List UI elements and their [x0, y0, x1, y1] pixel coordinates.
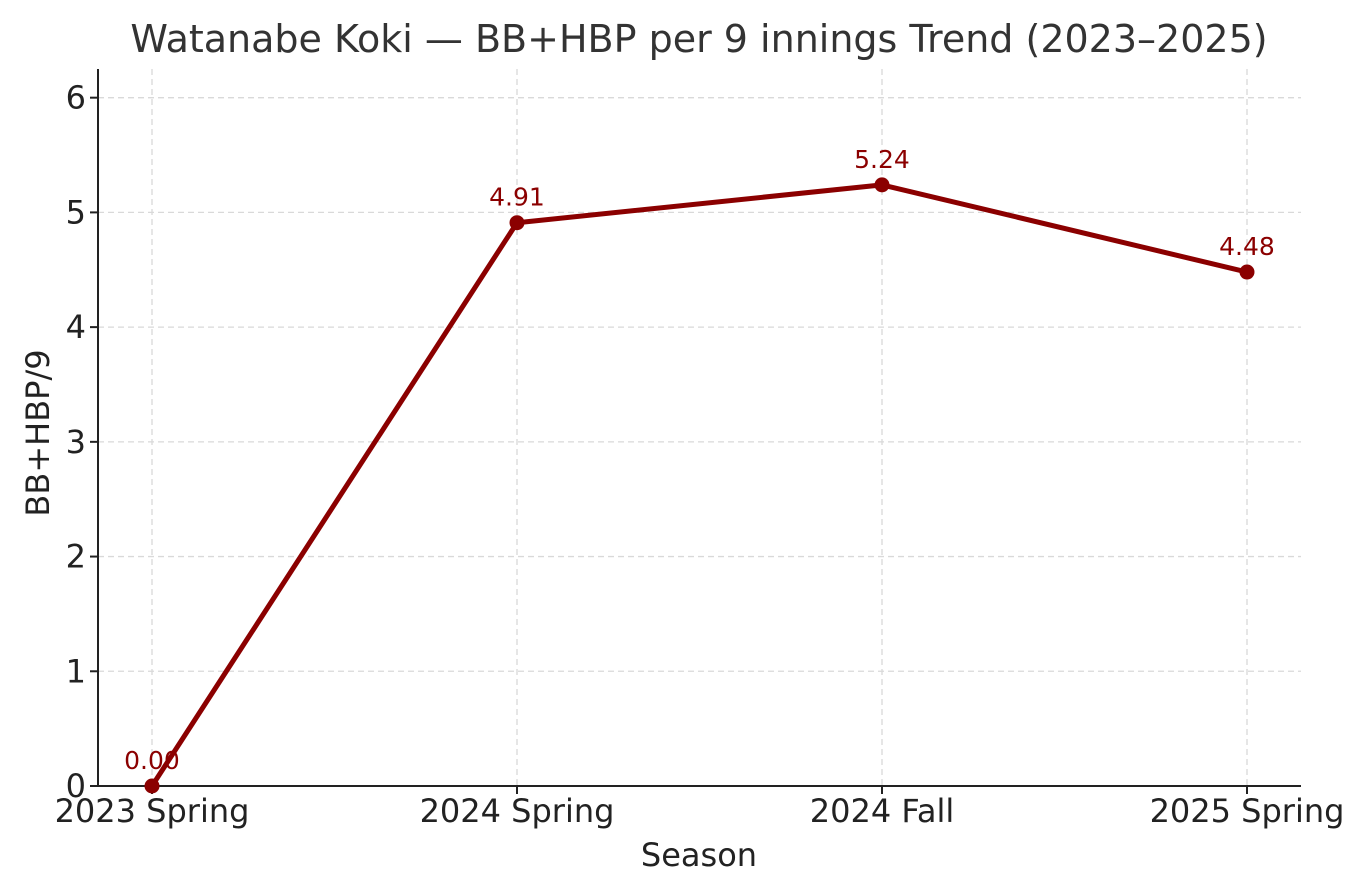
- y-tick-label: 1: [66, 652, 86, 690]
- data-labels: 0.00 4.91 5.24 4.48: [124, 145, 1275, 775]
- data-label: 0.00: [124, 746, 180, 775]
- y-tick-label: 6: [66, 79, 86, 117]
- axes: [97, 69, 1301, 787]
- chart-title: Watanabe Koki — BB+HBP per 9 innings Tre…: [130, 17, 1267, 61]
- data-label: 4.91: [489, 183, 545, 212]
- data-point-marker: [874, 177, 890, 193]
- grid-lines: [98, 69, 1301, 787]
- x-tick-label: 2023 Spring: [55, 792, 250, 830]
- y-tick-label: 4: [66, 308, 86, 346]
- series-layer: [144, 177, 1255, 794]
- x-axis-ticks: 2023 Spring 2024 Spring 2024 Fall 2025 Spri…: [55, 786, 1345, 830]
- x-tick-label: 2024 Fall: [810, 792, 954, 830]
- y-axis-ticks: 0 1 2 3 4 5 6: [66, 79, 98, 805]
- y-tick-label: 2: [66, 538, 86, 576]
- x-tick-label: 2025 Spring: [1150, 792, 1345, 830]
- data-label: 5.24: [854, 145, 910, 174]
- data-point-marker: [144, 778, 160, 794]
- y-axis-title: BB+HBP/9: [19, 349, 57, 516]
- x-tick-label: 2024 Spring: [420, 792, 615, 830]
- y-tick-label: 5: [66, 193, 86, 231]
- data-point-marker: [509, 215, 525, 231]
- data-label: 4.48: [1219, 232, 1275, 261]
- y-tick-label: 3: [66, 423, 86, 461]
- series-line: [149, 182, 1250, 789]
- x-axis-title: Season: [641, 836, 757, 874]
- y-tick-label: 0: [66, 767, 86, 805]
- data-point-marker: [1239, 264, 1255, 280]
